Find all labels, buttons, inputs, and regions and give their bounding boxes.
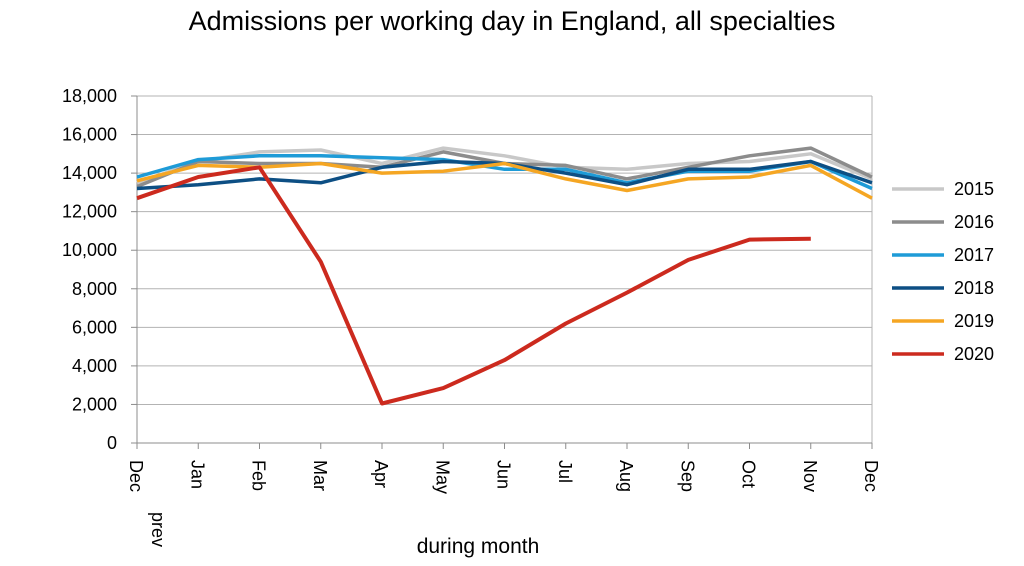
axes [131,95,873,449]
legend-label-2020: 2020 [954,344,994,364]
x-tick-label: Sep [677,460,697,492]
y-tick-label: 8,000 [72,279,117,299]
y-tick-label: 2,000 [72,394,117,414]
x-axis-label: during month [417,535,540,558]
x-tick-label: Mar [310,460,330,491]
series-line-2017 [136,154,873,191]
series-line-2015 [136,146,873,185]
legend-label-2017: 2017 [954,245,994,265]
legend-label-2015: 2015 [954,179,994,199]
gridlines [137,95,873,443]
y-tick-label: 6,000 [72,317,117,337]
x-tick-label: Jul [555,460,575,483]
y-tick-label: 4,000 [72,356,117,376]
y-tick-label: 14,000 [62,163,117,183]
series-lines [136,146,873,406]
x-tick-label: Decprev [126,460,168,547]
x-tick-label: May [432,460,452,494]
x-tick-label: Oct [739,460,759,488]
series-line-2020 [136,165,811,406]
y-tick-label: 18,000 [62,86,117,106]
legend-label-2016: 2016 [954,212,994,232]
x-tick-label: Jan [187,460,207,489]
y-tick-label: 12,000 [62,202,117,222]
y-tick-label: 10,000 [62,240,117,260]
legend-label-2019: 2019 [954,311,994,331]
x-tick-label-line: prev [148,512,168,547]
chart-title: Admissions per working day in England, a… [188,6,836,36]
x-tick-label: Nov [800,460,820,492]
y-tick-label: 0 [107,433,117,453]
x-tick-label: Dec [861,460,881,492]
legend: 2015 2016 2017 2018 2019 2020 [892,179,994,364]
x-tick-label: Jun [494,460,514,489]
legend-label-2018: 2018 [954,278,994,298]
tick-labels: 0 2,000 4,000 6,000 8,000 10,000 12,000 14,000 1… [62,86,881,547]
x-tick-label-line: Dec [126,460,146,492]
x-tick-label: Aug [616,460,636,492]
y-tick-label: 16,000 [62,125,117,145]
x-tick-label: Feb [249,460,269,491]
x-tick-label: Apr [371,460,391,488]
